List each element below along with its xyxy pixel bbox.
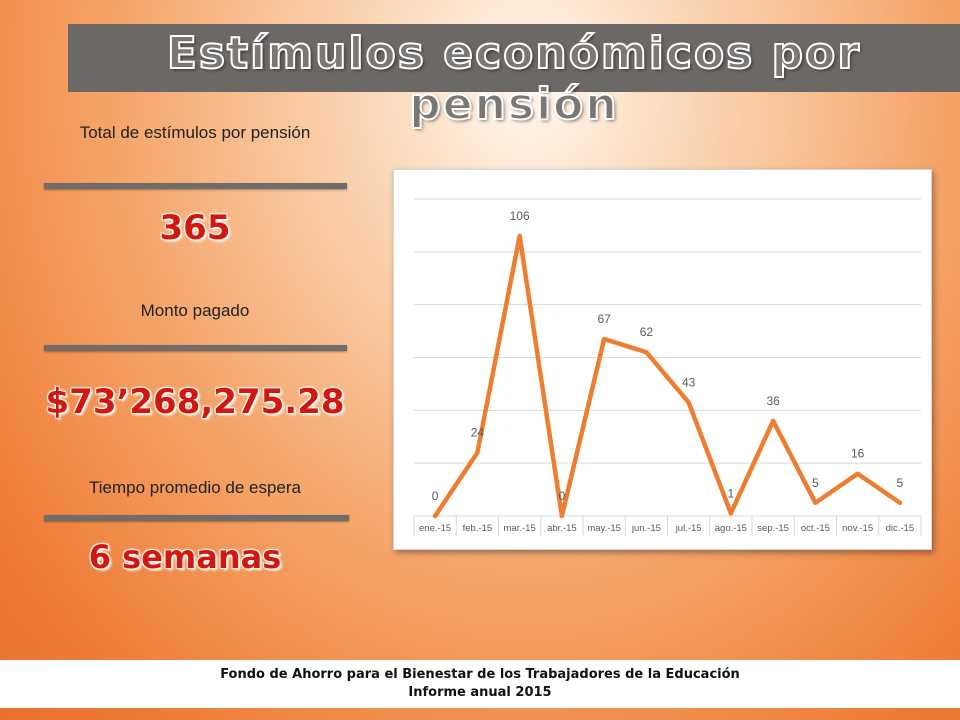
data-point [855, 471, 860, 476]
divider-1 [44, 183, 347, 189]
data-label: 1 [728, 486, 735, 500]
data-label: 62 [640, 325, 654, 339]
stat-wait-label: Tiempo promedio de espera [89, 478, 301, 497]
stat-wait-value: 6 semanas [88, 538, 282, 576]
footer: Fondo de Ahorro para el Bienestar de los… [0, 660, 960, 708]
series-line [432, 233, 903, 519]
divider-3 [44, 515, 349, 521]
data-point [475, 450, 480, 455]
title-bar: Estímulos económicos por pensión [68, 24, 960, 131]
divider-2 [44, 345, 347, 351]
data-label: 5 [812, 476, 819, 490]
slide-title: Estímulos económicos por pensión [166, 27, 862, 131]
x-tick-label: nov.-15 [842, 523, 873, 534]
x-tick-label: dic.-15 [886, 523, 915, 534]
data-label: 43 [682, 375, 696, 389]
stat-total-label: Total de estímulos por pensión [79, 123, 311, 142]
data-point [644, 350, 649, 355]
data-label: 36 [766, 394, 780, 408]
data-label: 106 [510, 209, 530, 223]
data-point [728, 511, 734, 516]
data-point [897, 500, 903, 505]
x-tick-label: mar.-15 [504, 523, 536, 534]
data-point [517, 233, 522, 239]
x-tick-label: feb.-15 [463, 523, 493, 534]
data-label: 24 [471, 426, 485, 440]
x-tick-label: ago.-15 [715, 523, 747, 534]
x-tick-label: may.-15 [587, 523, 621, 534]
data-point [601, 336, 607, 342]
stat-amount-value: $73’268,275.28 [45, 382, 345, 422]
data-label: 5 [897, 476, 904, 490]
data-label: 67 [597, 312, 611, 326]
footer-org: Fondo de Ahorro para el Bienestar de los… [220, 667, 740, 682]
x-tick-label: oct.-15 [801, 523, 830, 534]
data-point [770, 418, 776, 424]
data-point [559, 513, 565, 519]
stat-total-value: 365 [159, 208, 231, 248]
data-label: 0 [559, 489, 566, 503]
data-point [686, 400, 691, 405]
stat-amount-label: Monto pagado [140, 301, 250, 320]
x-tick-label: jun.-15 [631, 523, 661, 534]
x-tick-label: sep.-15 [757, 523, 789, 534]
footer-report: Informe anual 2015 [408, 685, 552, 700]
x-tick-label: abr.-15 [547, 523, 577, 534]
line-chart: ene.-15 feb.-15 mar.-15 abr.-15 may.-15 jun.-… [413, 198, 922, 536]
x-tick-label: ene.-15 [419, 523, 451, 534]
data-label: 16 [851, 447, 865, 461]
chart-container: ene.-15 feb.-15 mar.-15 abr.-15 may.-15 jun.-… [393, 169, 932, 550]
data-point [813, 500, 818, 505]
x-tick-label: jul.-15 [675, 523, 702, 534]
data-point [432, 513, 438, 519]
data-label: 0 [432, 489, 439, 503]
